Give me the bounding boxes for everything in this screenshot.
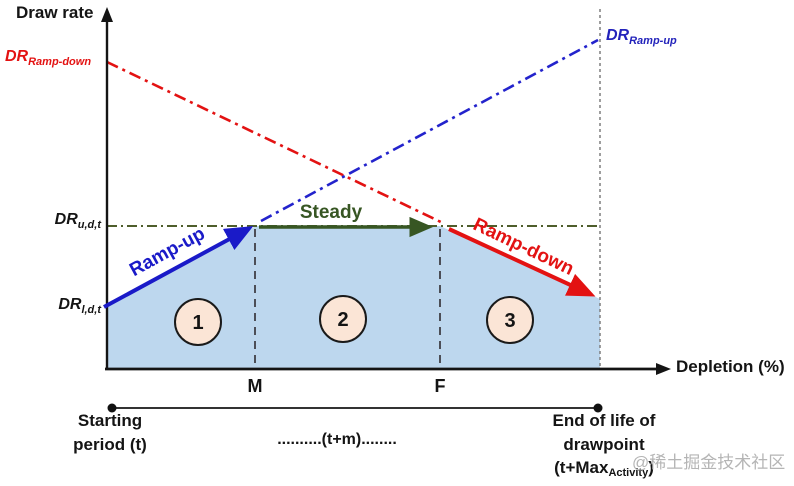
dr-upper-sub: u,d,t [78,219,103,231]
dr-ramp-up-base: DR [606,27,630,44]
x-axis-arrow-icon [656,363,671,375]
timeline-end-line3-post: ) [648,458,654,477]
tick-f-label: F [435,376,446,396]
timeline-start-label-line1: Starting [78,411,142,430]
activity-region-polygon [107,226,600,368]
ramp-down-arrow [448,227,596,297]
ramp-up-arrow [103,226,254,309]
timeline-end-label-line2: drawpoint [563,435,645,454]
dr-lower-level-label: DRl,d,t [58,296,102,316]
zone-1-circle [174,298,222,346]
x-axis-title: Depletion (%) [676,357,785,376]
timeline-end-label-line1: End of life of [553,411,656,430]
dr-ramp-down-sub: Ramp-down [28,56,91,68]
zone-2-circle [319,295,367,343]
timeline-middle-label: ..........(t+m)........ [277,431,397,448]
timeline-end-dot-icon [593,403,603,413]
dr-upper-level-label: DRu,d,t [55,211,103,231]
watermark-text: @稀土掘金技术社区 [632,453,785,472]
y-axis-title: Draw rate [16,3,93,22]
timeline-end-label-line3: (t+MaxActivity) [554,458,654,479]
dr-ramp-down-base: DR [5,48,29,65]
timeline-end-line3-sub: Activity [608,467,649,479]
ramp-up-reference-line [260,38,599,223]
zone-2-number: 2 [337,309,348,331]
tick-m-label: M [248,376,263,396]
zone-3-circle [486,296,534,344]
dr-upper-base: DR [55,211,79,228]
dr-ramp-down-label: DRRamp-down [5,48,91,68]
dr-ramp-up-label: DRRamp-up [606,27,677,47]
steady-phase-label: Steady [300,202,363,223]
zone-3-number: 3 [504,310,515,332]
timeline-start-label-line2: period (t) [73,435,147,454]
timeline-start-dot-icon [107,403,117,413]
dr-lower-base: DR [58,296,82,313]
timeline-end-line3-pre: (t+Max [554,458,609,477]
y-axis-arrow-icon [101,7,113,22]
dr-lower-sub: l,d,t [81,304,102,316]
dr-ramp-up-sub: Ramp-up [629,35,677,47]
ramp-down-reference-line [106,60,446,226]
zone-1-number: 1 [192,312,203,334]
